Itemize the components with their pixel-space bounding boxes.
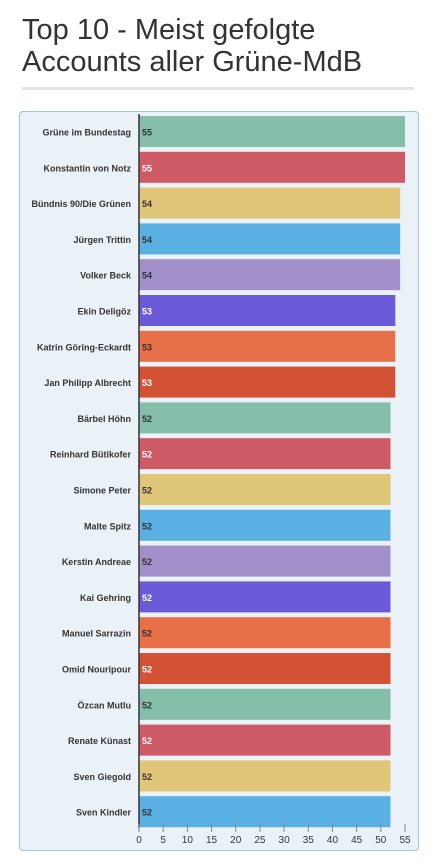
bar [139, 116, 405, 147]
category-label: Konstantin von Notz [44, 163, 132, 173]
category-label: Renate Künast [68, 736, 131, 746]
bar [139, 653, 391, 684]
value-label: 53 [142, 378, 152, 388]
category-label: Jürgen Trittin [73, 235, 131, 245]
category-label: Kai Gehring [80, 593, 131, 603]
category-label: Bündnis 90/Die Grünen [31, 199, 131, 209]
bar [139, 760, 391, 792]
category-label: Volker Beck [80, 271, 132, 281]
value-label: 52 [142, 736, 152, 746]
value-label: 55 [142, 128, 152, 138]
value-label: 54 [142, 271, 152, 281]
bar [139, 402, 391, 434]
category-label: Omid Nouripour [62, 665, 131, 675]
category-label: Grüne im Bundestag [42, 128, 131, 138]
category-label: Bärbel Höhn [77, 414, 131, 424]
value-label: 52 [142, 593, 152, 603]
category-label: Ekin Deligöz [77, 307, 131, 317]
value-label: 52 [142, 700, 152, 710]
bar [139, 474, 391, 505]
chart-title: Top 10 - Meist gefolgte Accounts aller G… [22, 14, 363, 78]
value-label: 52 [142, 521, 152, 531]
value-label: 52 [142, 629, 152, 639]
category-label: Jan Philipp Albrecht [44, 378, 131, 388]
x-tick-label: 55 [399, 835, 411, 846]
value-label: 53 [142, 307, 152, 317]
x-tick-label: 40 [327, 835, 339, 846]
title-divider [22, 87, 414, 90]
bar [139, 545, 391, 577]
x-tick-label: 25 [254, 835, 266, 846]
x-tick-label: 20 [230, 835, 242, 846]
bar [139, 509, 391, 541]
bar [139, 724, 391, 756]
value-label: 54 [142, 199, 152, 209]
category-label: Sven Kindler [76, 808, 132, 818]
value-label: 52 [142, 557, 152, 567]
x-tick-label: 5 [160, 835, 166, 846]
category-label: Özcan Mutlu [78, 700, 132, 710]
x-tick-label: 35 [303, 835, 315, 846]
category-label: Kerstin Andreae [62, 557, 131, 567]
value-label: 52 [142, 772, 152, 782]
category-label: Simone Peter [73, 486, 131, 496]
x-tick-label: 50 [375, 835, 387, 846]
bar [139, 330, 396, 362]
value-label: 52 [142, 414, 152, 424]
x-tick-label: 30 [279, 835, 291, 846]
x-tick-label: 15 [206, 835, 218, 846]
bar [139, 151, 405, 183]
value-label: 52 [142, 450, 152, 460]
x-tick-label: 45 [351, 835, 363, 846]
bar [139, 688, 391, 720]
bar [139, 581, 391, 613]
category-label: Sven Giegold [73, 772, 131, 782]
category-label: Katrin Göring-Eckardt [37, 342, 131, 352]
bar [139, 617, 391, 649]
value-label: 54 [142, 235, 152, 245]
value-label: 52 [142, 808, 152, 818]
value-label: 52 [142, 665, 152, 675]
value-label: 52 [142, 486, 152, 496]
x-tick-label: 10 [182, 835, 194, 846]
bar [139, 223, 401, 255]
value-label: 55 [142, 163, 152, 173]
category-label: Manuel Sarrazin [62, 629, 131, 639]
bar [139, 438, 391, 470]
value-label: 53 [142, 342, 152, 352]
category-label: Reinhard Bütikofer [50, 450, 132, 460]
bar [139, 259, 401, 291]
category-label: Malte Spitz [84, 521, 132, 531]
bar [139, 187, 401, 219]
x-tick-label: 0 [136, 835, 142, 846]
bar [139, 366, 396, 398]
bar [139, 295, 396, 326]
bar [139, 796, 391, 828]
